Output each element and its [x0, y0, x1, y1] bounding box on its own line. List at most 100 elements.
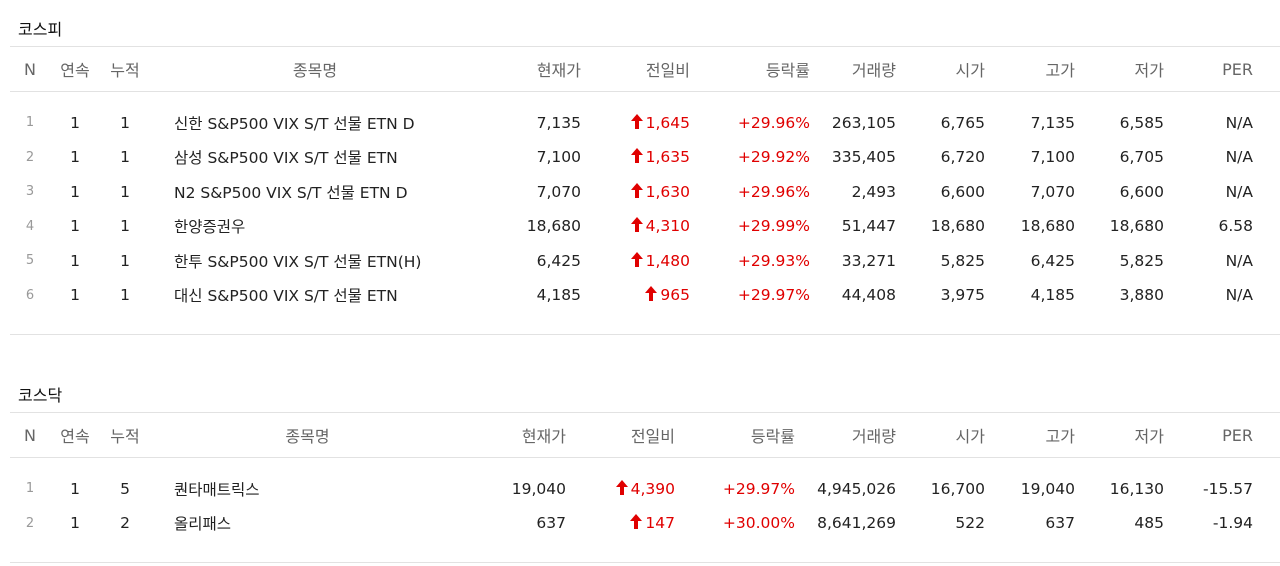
cumulative-count-cell: 1 — [120, 286, 130, 305]
consecutive-count-cell: 1 — [70, 251, 80, 270]
kospi-table: N 연속 누적 종목명 현재가 전일비 등락률 거래량 시가 고가 저가 PER… — [10, 46, 1280, 335]
stock-name-cell[interactable]: 한양증권우 — [150, 209, 480, 244]
current-price-cell: 4,185 — [536, 286, 581, 305]
price-diff-value: 1,630 — [645, 182, 690, 201]
trade-volume-cell: 51,447 — [841, 217, 896, 236]
cumulative-count-cell: 1 — [120, 148, 130, 167]
stock-name-link[interactable]: 한양증권우 — [174, 218, 246, 237]
price-diff-cell: 1,480 — [581, 244, 696, 279]
row-index-cell: 6 — [25, 287, 35, 303]
kospi-table-body: 1 1 1 신한 S&P500 VIX S/T 선물 ETN D 7,135 1,645 +… — [10, 92, 1280, 335]
per-value-cell: N/A — [1225, 148, 1253, 167]
stock-name-cell[interactable]: 퀀타매트릭스 — [150, 472, 465, 507]
table-row[interactable]: 2 1 2 올리패스 637 147 +30.00% 8,641,269 522 637 485 -1… — [10, 506, 1280, 541]
header-per: PER — [1222, 59, 1253, 79]
row-spacer-cell — [1253, 140, 1280, 175]
consecutive-count-cell: 1 — [70, 148, 80, 167]
row-spacer — [10, 458, 1280, 472]
row-spacer — [10, 541, 1280, 563]
low-price-cell: 5,825 — [1119, 251, 1164, 270]
stock-name-link[interactable]: 올리패스 — [174, 515, 232, 534]
row-spacer-cell — [1253, 472, 1280, 507]
consecutive-count-cell: 1 — [70, 479, 80, 498]
open-price-cell: 18,680 — [930, 217, 985, 236]
header-high: 고가 — [1045, 427, 1075, 446]
low-price-cell: 6,705 — [1119, 148, 1164, 167]
open-price-cell: 5,825 — [940, 251, 985, 270]
kosdaq-section: 코스닥 N 연속 누적 종목명 현재가 전일비 등락률 거래량 시가 고가 저가… — [10, 366, 1280, 563]
table-row[interactable]: 1 1 5 퀀타매트릭스 19,040 4,390 +29.97% 4,945,026 16,7… — [10, 472, 1280, 507]
stock-name-cell[interactable]: 올리패스 — [150, 506, 465, 541]
arrow-up-icon — [630, 113, 643, 129]
current-price-cell: 637 — [536, 514, 566, 533]
trade-volume-cell: 4,945,026 — [817, 479, 896, 498]
change-rate-cell: +29.97% — [737, 286, 810, 305]
price-diff-cell: 4,390 — [566, 472, 681, 507]
change-rate-cell: +29.96% — [737, 182, 810, 201]
arrow-up-icon — [615, 479, 628, 495]
trade-volume-cell: 44,408 — [841, 286, 896, 305]
consecutive-count-cell: 1 — [70, 113, 80, 132]
header-current-price: 현재가 — [536, 61, 581, 80]
table-row[interactable]: 6 1 1 대신 S&P500 VIX S/T 선물 ETN 4,185 965 +29.9… — [10, 278, 1280, 313]
price-diff-value: 1,480 — [645, 251, 690, 270]
per-value-cell: N/A — [1225, 113, 1253, 132]
table-row[interactable]: 1 1 1 신한 S&P500 VIX S/T 선물 ETN D 7,135 1,645 +… — [10, 106, 1280, 141]
stock-name-link[interactable]: 삼성 S&P500 VIX S/T 선물 ETN — [174, 149, 398, 168]
cumulative-count-cell: 2 — [120, 514, 130, 533]
per-value-cell: N/A — [1225, 286, 1253, 305]
stock-name-cell[interactable]: 대신 S&P500 VIX S/T 선물 ETN — [150, 278, 480, 313]
change-rate-cell: +30.00% — [722, 514, 795, 533]
open-price-cell: 522 — [955, 514, 985, 533]
trade-volume-cell: 8,641,269 — [817, 514, 896, 533]
table-row[interactable]: 5 1 1 한투 S&P500 VIX S/T 선물 ETN(H) 6,425 1,480… — [10, 244, 1280, 279]
price-diff-cell: 1,645 — [581, 106, 696, 141]
row-spacer-cell — [1253, 244, 1280, 279]
table-row[interactable]: 2 1 1 삼성 S&P500 VIX S/T 선물 ETN 7,100 1,635 +29… — [10, 140, 1280, 175]
stock-name-link[interactable]: 신한 S&P500 VIX S/T 선물 ETN D — [174, 114, 415, 133]
kosdaq-table: N 연속 누적 종목명 현재가 전일비 등락률 거래량 시가 고가 저가 PER… — [10, 412, 1280, 563]
trade-volume-cell: 2,493 — [851, 182, 896, 201]
kosdaq-section-title: 코스닥 — [18, 386, 63, 405]
stock-name-link[interactable]: 한투 S&P500 VIX S/T 선물 ETN(H) — [174, 252, 422, 271]
header-low: 저가 — [1134, 61, 1164, 80]
trade-volume-cell: 335,405 — [831, 148, 896, 167]
consecutive-count-cell: 1 — [70, 217, 80, 236]
change-rate-cell: +29.93% — [737, 251, 810, 270]
header-volume: 거래량 — [851, 61, 896, 80]
stock-name-cell[interactable]: 한투 S&P500 VIX S/T 선물 ETN(H) — [150, 244, 480, 279]
header-rate: 등락률 — [765, 61, 810, 80]
open-price-cell: 6,720 — [940, 148, 985, 167]
header-n: N — [24, 425, 36, 445]
table-row[interactable]: 4 1 1 한양증권우 18,680 4,310 +29.99% 51,447 18,680 18… — [10, 209, 1280, 244]
cumulative-count-cell: 1 — [120, 113, 130, 132]
row-index-cell: 3 — [25, 184, 35, 200]
header-spacer — [1253, 47, 1280, 92]
open-price-cell: 16,700 — [930, 479, 985, 498]
arrow-up-icon — [630, 251, 643, 267]
stock-name-cell[interactable]: 삼성 S&P500 VIX S/T 선물 ETN — [150, 140, 480, 175]
header-open: 시가 — [955, 61, 985, 80]
current-price-cell: 6,425 — [536, 251, 581, 270]
table-row[interactable]: 3 1 1 N2 S&P500 VIX S/T 선물 ETN D 7,070 1,630 +… — [10, 175, 1280, 210]
low-price-cell: 16,130 — [1109, 479, 1164, 498]
price-diff-cell: 4,310 — [581, 209, 696, 244]
per-value-cell: N/A — [1225, 182, 1253, 201]
header-stock-name: 종목명 — [292, 61, 338, 80]
open-price-cell: 6,600 — [940, 182, 985, 201]
low-price-cell: 3,880 — [1119, 286, 1164, 305]
open-price-cell: 6,765 — [940, 113, 985, 132]
price-diff-value: 4,310 — [645, 217, 690, 236]
stock-name-link[interactable]: 대신 S&P500 VIX S/T 선물 ETN — [174, 287, 398, 306]
header-diff: 전일비 — [630, 427, 675, 446]
header-cumulative: 누적 — [110, 61, 140, 80]
high-price-cell: 7,070 — [1030, 182, 1075, 201]
stock-name-cell[interactable]: N2 S&P500 VIX S/T 선물 ETN D — [150, 175, 480, 210]
stock-name-link[interactable]: N2 S&P500 VIX S/T 선물 ETN D — [174, 183, 408, 202]
high-price-cell: 19,040 — [1020, 479, 1075, 498]
current-price-cell: 18,680 — [526, 217, 581, 236]
stock-name-link[interactable]: 퀀타매트릭스 — [174, 480, 260, 499]
stock-name-cell[interactable]: 신한 S&P500 VIX S/T 선물 ETN D — [150, 106, 480, 141]
low-price-cell: 485 — [1134, 514, 1164, 533]
high-price-cell: 4,185 — [1030, 286, 1075, 305]
